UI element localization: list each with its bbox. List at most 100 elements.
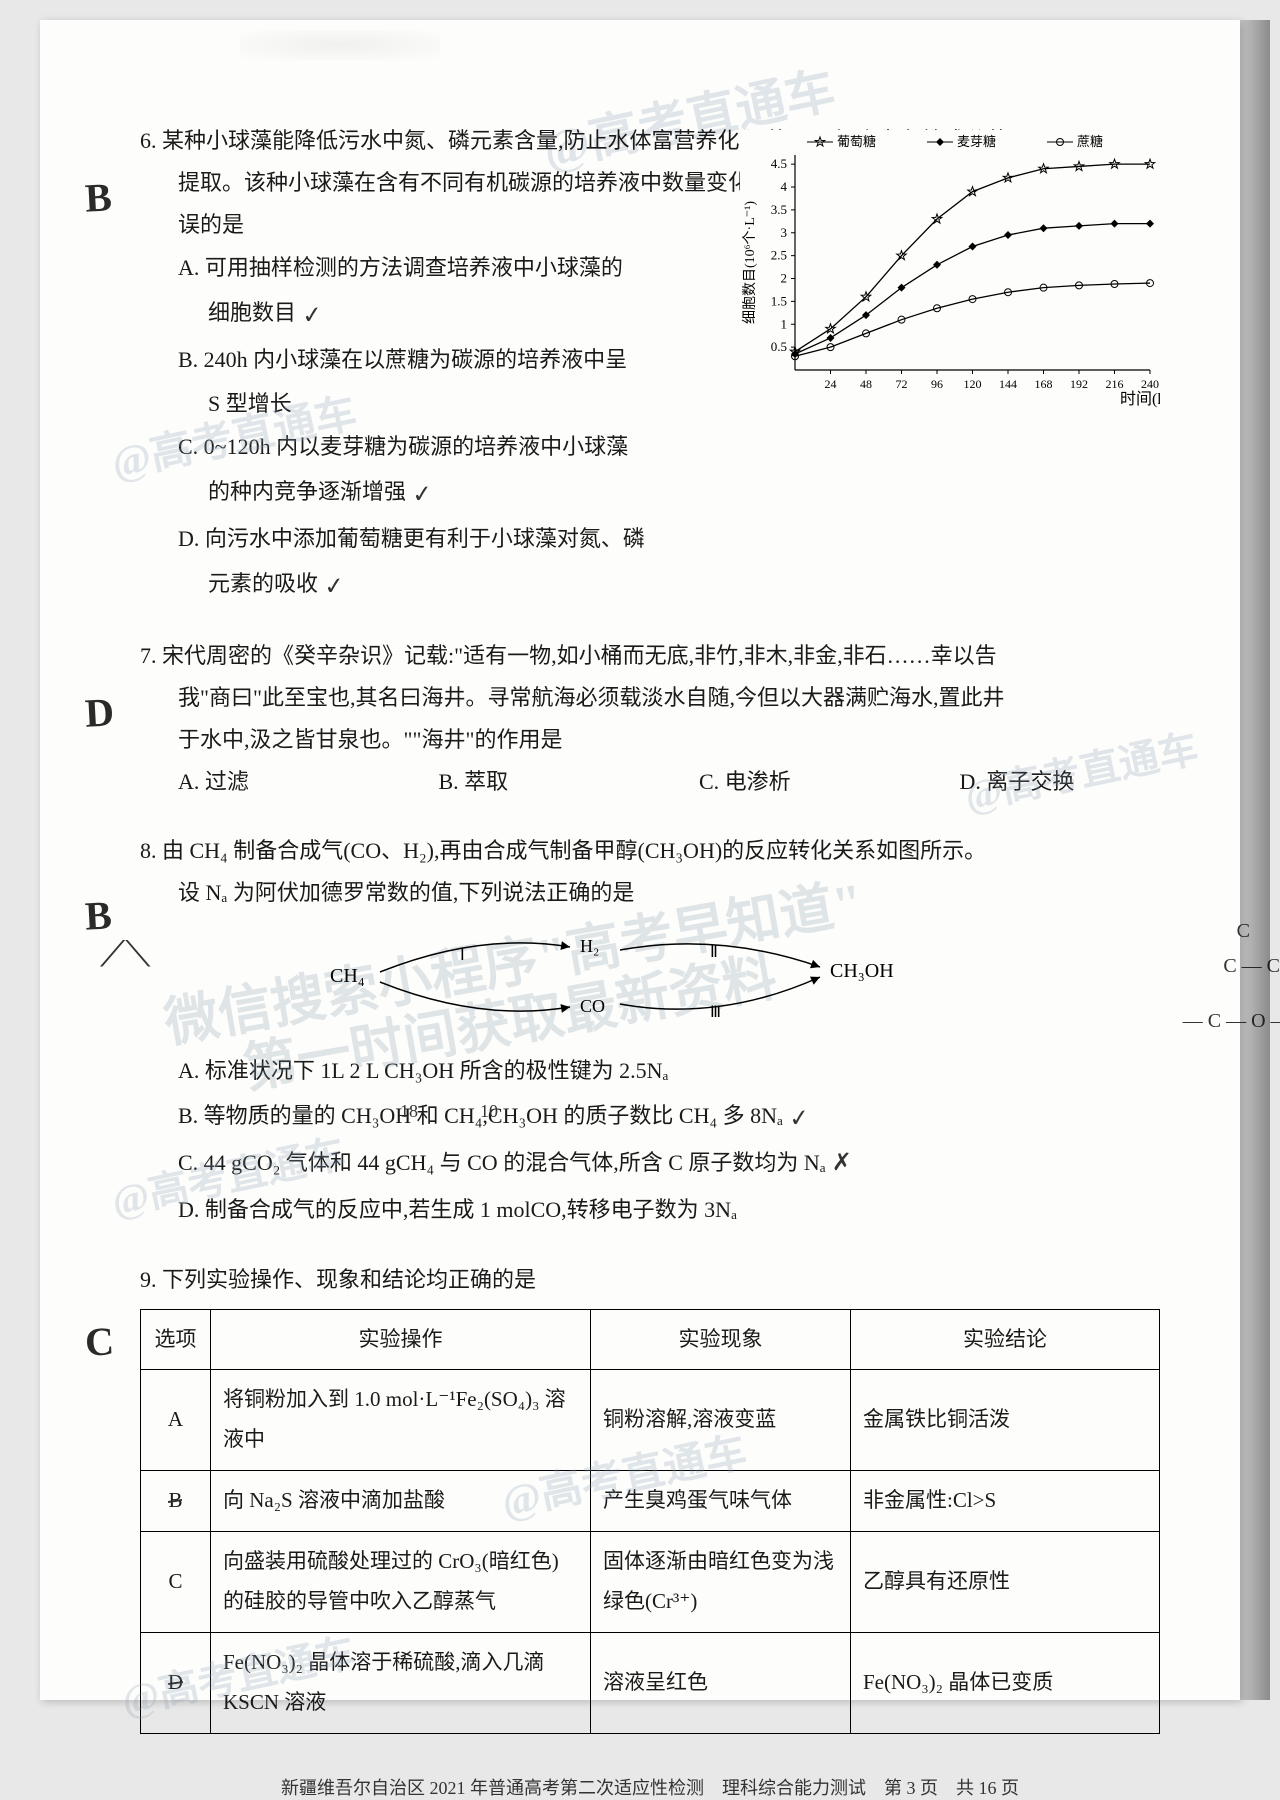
svg-text:1.5: 1.5 bbox=[771, 293, 787, 308]
table-row: A将铜粉加入到 1.0 mol·L⁻¹Fe₂(SO₄)₃ 溶液中铜粉溶解,溶液变… bbox=[141, 1370, 1160, 1471]
q6-option-b-l1: B. 240h 内小球藻在以蔗糖为碳源的培养液中呈 bbox=[140, 339, 700, 381]
q7-option-b: B. 萃取 bbox=[439, 761, 640, 803]
q6-option-c-l2: 的种内竞争逐渐增强✓ bbox=[140, 470, 700, 516]
question-7: D 7. 宋代周密的《癸辛杂识》记载:"适有一物,如小桶而无底,非竹,非木,非金… bbox=[140, 635, 1160, 802]
q6-option-b-l2: S 型增长 bbox=[140, 383, 700, 425]
scan-edge-shadow bbox=[1240, 20, 1270, 1700]
q6-option-d-l2: 元素的吸收✓ bbox=[140, 562, 700, 608]
line-chart-svg: 0.511.522.533.544.5244872961201441681922… bbox=[740, 130, 1160, 410]
q7-options: A. 过滤 B. 萃取 C. 电渗析 D. 离子交换 bbox=[140, 761, 1160, 803]
row-conclusion: 非金属性:Cl>S bbox=[851, 1471, 1160, 1532]
svg-text:2.5: 2.5 bbox=[771, 248, 787, 263]
diagram-h2: H₂ bbox=[580, 936, 599, 956]
table-row: C向盛装用硫酸处理过的 CrO₃(暗红色)的硅胶的导管中吹入乙醇蒸气固体逐渐由暗… bbox=[141, 1532, 1160, 1633]
check-icon: ✓ bbox=[322, 564, 346, 611]
q6-number: 6. bbox=[140, 128, 157, 153]
row-phenomenon: 产生臭鸡蛋气味气体 bbox=[591, 1471, 851, 1532]
th-operation: 实验操作 bbox=[211, 1309, 591, 1370]
check-icon: ✓ bbox=[300, 293, 324, 340]
hand-annot-b1: 18 bbox=[400, 1094, 418, 1128]
cross-icon: ✗ bbox=[832, 1141, 852, 1187]
svg-text:葡萄糖: 葡萄糖 bbox=[837, 134, 876, 149]
svg-text:48: 48 bbox=[860, 377, 872, 391]
q6-option-c-l1: C. 0~120h 内以麦芽糖为碳源的培养液中小球藻 bbox=[140, 426, 700, 468]
diagram-ch3oh: CH₃OH bbox=[830, 960, 894, 982]
svg-text:72: 72 bbox=[896, 377, 908, 391]
table-header-row: 选项 实验操作 实验现象 实验结论 bbox=[141, 1309, 1160, 1370]
table-row: DFe(NO₃)₂ 晶体溶于稀硫酸,滴入几滴 KSCN 溶液溶液呈红色Fe(NO… bbox=[141, 1632, 1160, 1733]
svg-text:4.5: 4.5 bbox=[771, 156, 787, 171]
exam-paper-page: @高考直通车 B 6. 某种小球藻能降低污水中氮、磷元素含量,防止水体富营养化,… bbox=[40, 20, 1240, 1700]
th-option: 选项 bbox=[141, 1309, 211, 1370]
row-option-letter: D bbox=[141, 1632, 211, 1733]
svg-text:216: 216 bbox=[1106, 377, 1124, 391]
svg-text:120: 120 bbox=[964, 377, 982, 391]
q6-option-a-l2: 细胞数目✓ bbox=[140, 291, 700, 337]
svg-text:96: 96 bbox=[931, 377, 943, 391]
q8-option-c: C. 44 gCO₂ 气体和 44 gCH₄ 与 CO 的混合气体,所含 C 原… bbox=[140, 1141, 1160, 1187]
svg-text:细胞数目(10⁶个·L⁻¹): 细胞数目(10⁶个·L⁻¹) bbox=[742, 201, 758, 324]
row-conclusion: 乙醇具有还原性 bbox=[851, 1532, 1160, 1633]
row-operation: 向盛装用硫酸处理过的 CrO₃(暗红色)的硅胶的导管中吹入乙醇蒸气 bbox=[211, 1532, 591, 1633]
question-6: B 6. 某种小球藻能降低污水中氮、磷元素含量,防止水体富营养化,还能用于细胞内… bbox=[140, 120, 1160, 607]
diagram-co: CO bbox=[580, 996, 605, 1016]
row-phenomenon: 固体逐渐由暗红色变为浅绿色(Cr³⁺) bbox=[591, 1532, 851, 1633]
hand-annot-b2: 10 bbox=[480, 1094, 498, 1128]
q7-stem-l1: 宋代周密的《癸辛杂识》记载:"适有一物,如小桶而无底,非竹,非木,非金,非石……… bbox=[162, 643, 997, 668]
experiment-table: 选项 实验操作 实验现象 实验结论 A将铜粉加入到 1.0 mol·L⁻¹Fe₂… bbox=[140, 1309, 1160, 1734]
svg-text:240: 240 bbox=[1141, 377, 1159, 391]
q8-option-b: B. 等物质的量的 CH₃OH 和 CH₄,CH₃OH 的质子数比 CH₄ 多 … bbox=[140, 1094, 1160, 1140]
row-operation: 向 Na₂S 溶液中滴加盐酸 bbox=[211, 1471, 591, 1532]
page-footer: 新疆维吾尔自治区 2021 年普通高考第二次适应性检测 理科综合能力测试 第 3… bbox=[140, 1774, 1160, 1800]
scan-artifact bbox=[240, 30, 440, 60]
q6-option-d-l1: D. 向污水中添加葡萄糖更有利于小球藻对氮、磷 bbox=[140, 518, 700, 560]
question-9: C 9. 下列实验操作、现象和结论均正确的是 选项 实验操作 实验现象 实验结论… bbox=[140, 1259, 1160, 1734]
svg-text:0.5: 0.5 bbox=[771, 339, 787, 354]
row-phenomenon: 溶液呈红色 bbox=[591, 1632, 851, 1733]
q7-option-a: A. 过滤 bbox=[178, 761, 379, 803]
th-conclusion: 实验结论 bbox=[851, 1309, 1160, 1370]
question-8: B ⟋⟍ 8. 由 CH₄ 制备合成气(CO、H₂),再由合成气制备甲醇(CH₃… bbox=[140, 830, 1160, 1230]
row-option-letter: C bbox=[141, 1532, 211, 1633]
check-icon: ✓ bbox=[787, 1096, 811, 1143]
q7-number: 7. bbox=[140, 643, 157, 668]
row-conclusion: 金属铁比铜活泼 bbox=[851, 1370, 1160, 1471]
q8-stem-l1: 由 CH₄ 制备合成气(CO、H₂),再由合成气制备甲醇(CH₃OH)的反应转化… bbox=[162, 838, 986, 863]
svg-text:168: 168 bbox=[1035, 377, 1053, 391]
diagram-ch4: CH₄ bbox=[330, 965, 365, 987]
q9-number: 9. bbox=[140, 1267, 157, 1292]
svg-text:麦芽糖: 麦芽糖 bbox=[957, 134, 996, 149]
q6-option-a-l1: A. 可用抽样检测的方法调查培养液中小球藻的 bbox=[140, 247, 700, 289]
handwritten-answer-q7: D bbox=[83, 674, 116, 751]
handwritten-answer-q6: B bbox=[83, 159, 114, 236]
q7-option-d: D. 离子交换 bbox=[960, 761, 1161, 803]
svg-text:时间(h): 时间(h) bbox=[1120, 390, 1160, 408]
svg-text:Ⅱ: Ⅱ bbox=[710, 944, 718, 961]
svg-text:192: 192 bbox=[1070, 377, 1088, 391]
q7-stem-l2: 我"商曰"此至宝也,其名曰海井。寻常航海必须载淡水自随,今但以大器满贮海水,置此… bbox=[140, 677, 1160, 719]
svg-text:144: 144 bbox=[999, 377, 1017, 391]
row-conclusion: Fe(NO₃)₂ 晶体已变质 bbox=[851, 1632, 1160, 1733]
q8-number: 8. bbox=[140, 838, 157, 863]
q8-stem-l2: 设 Nₐ 为阿伏加德罗常数的值,下列说法正确的是 bbox=[140, 872, 1160, 914]
q6-chart: 0.511.522.533.544.5244872961201441681922… bbox=[740, 130, 1160, 410]
row-phenomenon: 铜粉溶解,溶液变蓝 bbox=[591, 1370, 851, 1471]
svg-text:Ⅲ: Ⅲ bbox=[710, 1004, 721, 1021]
svg-text:3: 3 bbox=[781, 225, 788, 240]
row-operation: Fe(NO₃)₂ 晶体溶于稀硫酸,滴入几滴 KSCN 溶液 bbox=[211, 1632, 591, 1733]
handwritten-answer-q9: C bbox=[83, 1303, 116, 1380]
q8-diagram: 微信搜索小程序"高考早知道" 第一时间获取最新资料 CH₄ H₂ CO CH₃O… bbox=[140, 922, 1160, 1042]
svg-text:2: 2 bbox=[781, 271, 788, 286]
svg-text:蔗糖: 蔗糖 bbox=[1077, 134, 1103, 149]
row-option-letter: B bbox=[141, 1471, 211, 1532]
q7-stem-l3: 于水中,汲之皆甘泉也。""海井"的作用是 bbox=[140, 719, 1160, 761]
check-icon: ✓ bbox=[410, 472, 434, 519]
svg-text:3.5: 3.5 bbox=[771, 202, 787, 217]
q8-option-a: A. 标准状况下 1L 2 L CH₃OH 所含的极性键为 2.5Nₐ bbox=[140, 1050, 1160, 1092]
svg-text:1: 1 bbox=[781, 316, 788, 331]
q8-option-d: D. 制备合成气的反应中,若生成 1 molCO,转移电子数为 3Nₐ bbox=[140, 1189, 1160, 1231]
th-phenomenon: 实验现象 bbox=[591, 1309, 851, 1370]
table-row: B向 Na₂S 溶液中滴加盐酸产生臭鸡蛋气味气体非金属性:Cl>S bbox=[141, 1471, 1160, 1532]
q7-option-c: C. 电渗析 bbox=[699, 761, 900, 803]
svg-text:24: 24 bbox=[825, 377, 837, 391]
